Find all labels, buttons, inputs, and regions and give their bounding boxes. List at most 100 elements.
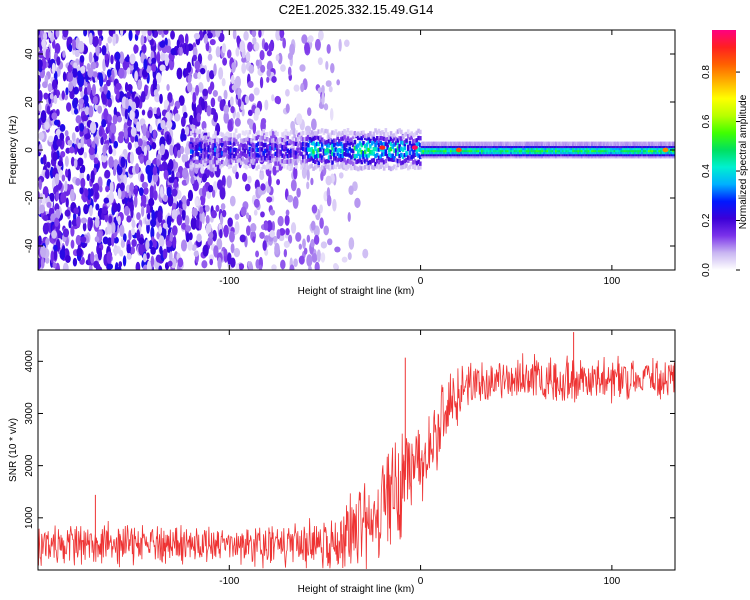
spectrogram-cell: [629, 141, 632, 147]
spectrogram-cell: [226, 140, 229, 145]
spectrogram-cell: [193, 146, 197, 152]
spectrogram-cell: [396, 151, 400, 157]
spectrogram-cell: [382, 151, 386, 157]
spectrogram-cell: [137, 138, 143, 147]
spectrogram-cell: [82, 221, 87, 232]
spectrogram-cell: [382, 160, 386, 165]
spectrogram-cell: [458, 141, 462, 147]
spectrogram-cell: [296, 143, 300, 148]
spectrogram-cell: [393, 155, 396, 161]
spectrogram-cell: [221, 143, 224, 148]
spectrogram-cell: [200, 159, 203, 164]
spectrogram-cell: [116, 88, 120, 100]
spectrogram-cell: [83, 151, 88, 159]
spectrogram-cell: [303, 158, 307, 164]
spectrogram-cell: [77, 142, 82, 149]
spectrogram-cell: [214, 166, 217, 172]
spectrogram-cell: [124, 108, 128, 120]
spectrogram-cell: [558, 141, 562, 147]
spectrogram-cell: [203, 138, 207, 144]
spectrogram-cell: [175, 171, 181, 179]
spectrogram-cell: [635, 141, 639, 147]
spectrogram-cell: [196, 146, 200, 151]
spectrogram-cell: [604, 141, 608, 147]
spectrogram-cell: [308, 138, 312, 143]
spectrogram-cell: [41, 57, 47, 71]
spectrogram-cell: [238, 158, 241, 163]
spectrogram-cell: [243, 138, 247, 143]
spectrogram-cell: [255, 147, 259, 153]
spectrogram-cell: [134, 70, 138, 82]
spectrogram-cell: [162, 248, 168, 260]
spectrogram-cell: [80, 177, 86, 189]
spectrogram-cell: [105, 59, 109, 68]
spectrogram-cell: [73, 207, 80, 215]
spectrogram-cell: [627, 141, 630, 147]
spectrogram-cell: [285, 209, 290, 216]
spectrogram-cell: [343, 146, 346, 151]
spectrogram-cell: [207, 134, 210, 140]
spectrogram-cell: [70, 239, 75, 249]
spectrogram-cell: [250, 138, 253, 143]
spectrogram-cell: [234, 147, 238, 153]
spectrogram-cell: [129, 109, 135, 121]
spectrogram-cell: [202, 150, 205, 155]
spectrogram-cell: [560, 141, 563, 147]
spectrogram-cell: [358, 133, 362, 138]
spectrogram-cell: [149, 125, 153, 134]
spectrogram-cell: [379, 135, 383, 141]
spectrogram-cell: [288, 149, 291, 155]
spectrogram-cell: [212, 159, 216, 165]
spectrogram-cell: [529, 141, 532, 147]
spectrogram-cell: [419, 129, 422, 135]
spectrogram-cell: [250, 159, 253, 164]
spectrogram-cell: [302, 238, 306, 249]
spectrogram-cell: [182, 133, 187, 141]
spectrogram-cell: [248, 138, 252, 143]
spectrogram-cell: [351, 163, 355, 169]
spectrogram-cell: [284, 151, 288, 157]
spectrogram-cell: [596, 141, 599, 147]
spectrogram-cell: [419, 161, 422, 166]
spectrogram-cell: [212, 134, 216, 139]
spectrogram-cell: [320, 128, 324, 133]
spectrogram-cell: [391, 138, 395, 144]
spectrogram-cell: [193, 152, 197, 157]
spectrogram-cell: [292, 196, 299, 209]
spectrogram-cell: [363, 164, 367, 170]
spectrogram-cell: [287, 66, 292, 77]
spectrogram-cell: [153, 89, 159, 97]
spectrogram-cell: [293, 258, 298, 267]
spectrogram-cell: [200, 148, 203, 154]
spectrogram-cell: [432, 141, 436, 147]
spectrogram-cell: [150, 255, 155, 268]
spectrogram-cell: [283, 144, 286, 150]
spectrogram-cell: [344, 160, 348, 165]
spectrogram-cell: [350, 155, 353, 160]
spectrogram-cell: [287, 194, 294, 203]
spectrogram-cell: [108, 215, 113, 224]
spectrogram-cell: [77, 40, 85, 53]
spectrogram-cell: [264, 42, 269, 52]
spectrogram-cell: [114, 262, 119, 270]
spectrogram-cell: [272, 165, 278, 176]
spectrogram-cell: [313, 146, 317, 152]
spectrogram-cell: [496, 141, 500, 147]
spectrogram-cell: [381, 158, 384, 163]
spectrogram-cell: [203, 154, 207, 159]
spectrogram-cell: [122, 30, 127, 34]
spectrogram-cell: [191, 149, 195, 155]
spectrogram-cell: [325, 80, 332, 87]
spectrogram-cell: [422, 141, 426, 147]
spectrogram-cell: [166, 84, 170, 92]
spectrogram-cell: [226, 136, 229, 141]
spectrogram-cell: [258, 150, 262, 155]
spectrogram-cell: [360, 136, 364, 141]
spectrogram-cell: [362, 130, 365, 135]
spectrogram-cell: [200, 162, 203, 168]
spectrogram-cell: [288, 234, 293, 244]
spectrogram-cell: [348, 146, 352, 151]
spectrogram-cell: [260, 147, 264, 152]
spectrogram-cell: [338, 131, 341, 136]
